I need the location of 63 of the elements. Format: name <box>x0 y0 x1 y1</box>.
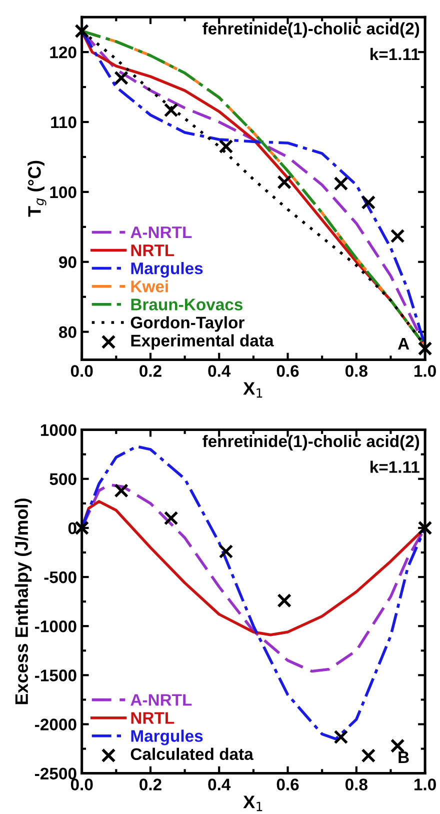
x-tick-label: 1.0 <box>414 778 436 790</box>
y-tick-label: 80 <box>58 326 76 338</box>
legend-label: A-NRTL <box>130 226 192 238</box>
legend-label: A-NRTL <box>130 694 192 706</box>
point <box>361 748 376 763</box>
legend-label: Experimental data <box>131 334 274 350</box>
point <box>418 520 432 536</box>
point <box>164 102 178 118</box>
annotation: k=1.11 <box>370 460 420 473</box>
y-tick-label: -1000 <box>35 620 76 632</box>
y-tick-label: 100 <box>50 186 76 198</box>
legend-label: Braun-Kovacs <box>131 298 242 310</box>
point <box>114 70 129 86</box>
y-tick-label: 1000 <box>40 424 76 436</box>
x-tick-label: 0.2 <box>140 365 162 377</box>
legend-label: NRTL <box>131 712 174 724</box>
x-tick-label: 1.0 <box>414 365 436 377</box>
point <box>390 738 405 754</box>
y-tick-label: 90 <box>59 256 76 268</box>
x-tick-label: 0.4 <box>208 365 231 377</box>
legend-label: Margules <box>131 262 203 278</box>
annotation: k=1.11 <box>370 48 420 60</box>
y-tick-label: 500 <box>50 473 76 486</box>
annotation: fenretinide(1)-cholic acid(2) <box>202 22 420 38</box>
point <box>334 730 348 744</box>
annotation: fenretinide(1)-cholic acid(2) <box>202 434 420 450</box>
y-axis-title: T$_{g}$ (°C) <box>28 160 46 217</box>
x-axis-title: X$_{1}$ <box>243 382 262 398</box>
point <box>114 483 129 498</box>
point <box>74 24 90 38</box>
point <box>390 228 405 244</box>
legend-label: Kwei <box>131 280 168 292</box>
point <box>361 195 376 210</box>
point <box>334 176 348 191</box>
y-tick-label: -2500 <box>35 768 76 780</box>
x-tick-label: 0.6 <box>276 778 299 790</box>
y-tick-label: -1500 <box>35 670 76 682</box>
x-tick-label: 0.8 <box>345 365 368 377</box>
y-tick-label: 0 <box>68 522 76 534</box>
y-axis-title: Excess Enthalpy (J/mol) <box>14 498 32 704</box>
point <box>218 139 234 154</box>
y-tick-label: 120 <box>50 46 76 58</box>
point <box>277 174 292 190</box>
point <box>218 544 234 559</box>
y-tick-label: 110 <box>51 116 76 128</box>
x-tick-label: 0.0 <box>70 365 93 377</box>
x-tick-label: 0.6 <box>276 365 299 377</box>
y-tick-label: -2000 <box>35 718 76 730</box>
legend-label: NRTL <box>131 244 174 256</box>
x-tick-label: 0.8 <box>345 778 368 790</box>
point <box>418 341 432 356</box>
x-tick-label: 0.2 <box>140 778 162 790</box>
legend-label: Gordon-Taylor <box>130 316 244 332</box>
annotation: B <box>398 752 409 763</box>
x-tick-label: 0.0 <box>70 778 93 790</box>
x-axis-title: X$_{1}$ <box>243 796 262 812</box>
point <box>164 510 178 526</box>
legend-label: Calculated data <box>130 748 254 760</box>
point <box>277 593 292 608</box>
legend-label: Margules <box>131 730 203 746</box>
y-tick-label: -500 <box>44 571 76 584</box>
annotation: A <box>398 338 410 350</box>
x-tick-label: 0.4 <box>208 778 231 790</box>
